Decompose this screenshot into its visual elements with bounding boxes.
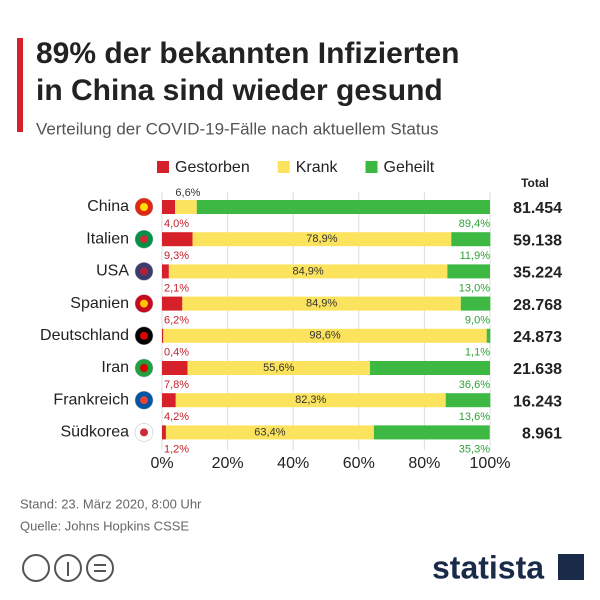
bar-segment [162, 200, 176, 214]
value-label: 11,9% [460, 250, 491, 262]
value-label: 78,9% [306, 233, 337, 245]
total-value: 21.638 [513, 361, 562, 378]
bar-segment [162, 296, 183, 311]
total-value: 28.768 [513, 297, 562, 314]
total-header: Total [521, 176, 549, 190]
bar-segment [162, 393, 176, 408]
legend-label: Geheilt [384, 159, 435, 176]
x-tick-label: 60% [343, 455, 375, 472]
category-label: Deutschland [40, 327, 129, 344]
category-label: China [87, 198, 129, 215]
bar-segment [165, 425, 374, 440]
legend-label: Gestorben [175, 159, 250, 176]
value-label: 89,4% [459, 218, 490, 230]
value-label: 7,8% [164, 379, 189, 391]
note: Stand: 23. März 2020, 8:00 Uhr [20, 496, 202, 511]
bar-segment [460, 296, 491, 311]
bar-segment [175, 200, 197, 214]
bar-segment [163, 328, 487, 343]
legend-swatch [277, 161, 290, 173]
x-tick-label: 20% [212, 455, 244, 472]
chart-subtitle: Verteilung der COVID-19-Fälle nach aktue… [36, 119, 439, 138]
chart-title: 89% der bekannten Infizierten [36, 37, 459, 70]
bar-segment [369, 361, 490, 375]
flag-detail [140, 235, 148, 244]
value-label: 55,6% [263, 362, 294, 374]
value-label: 9,3% [164, 250, 189, 262]
bar-segment [162, 361, 188, 375]
total-value: 8.961 [522, 426, 562, 443]
brand-icon [558, 554, 584, 580]
x-tick-label: 80% [408, 455, 440, 472]
total-value: 81.454 [513, 200, 562, 217]
value-label: 0,4% [164, 347, 189, 359]
value-label: 13,0% [459, 282, 490, 294]
bar-segment [486, 328, 491, 343]
bar-segment [445, 393, 491, 408]
value-label: 6,2% [164, 315, 189, 327]
bar-segment [175, 393, 446, 408]
total-value: 16.243 [513, 393, 562, 410]
category-label: Italien [86, 230, 129, 247]
x-tick-label: 40% [277, 455, 309, 472]
value-label: 2,1% [164, 282, 189, 294]
bar-segment [162, 425, 166, 440]
title-accent [17, 38, 23, 132]
bar-segment [162, 232, 193, 247]
value-label: 4,0% [164, 218, 189, 230]
category-label: Südkorea [61, 424, 130, 441]
chart-title: in China sind wieder gesund [36, 74, 443, 107]
legend-label: Krank [296, 159, 339, 176]
category-label: USA [96, 263, 129, 280]
bar-segment [451, 232, 491, 247]
value-label: 35,3% [459, 443, 490, 455]
x-tick-label: 0% [150, 455, 173, 472]
value-label: 36,6% [459, 379, 490, 391]
bar-segment [182, 296, 461, 311]
value-label: 1,1% [465, 347, 490, 359]
brand: statista [432, 549, 544, 585]
value-label: 63,4% [254, 426, 285, 438]
bar-segment [168, 264, 448, 279]
value-label: 1,2% [164, 443, 189, 455]
bar-segment [162, 264, 169, 279]
value-label: 9,0% [465, 315, 490, 327]
flag-detail [140, 299, 148, 308]
bar-segment [162, 328, 164, 343]
value-label: 6,6% [175, 187, 200, 199]
legend-swatch [365, 161, 378, 173]
bar-segment [373, 425, 490, 440]
flag-detail [140, 428, 148, 437]
bar-segment [187, 361, 370, 375]
license-icons [22, 554, 114, 582]
bar-segment [192, 232, 452, 247]
total-value: 35.224 [513, 265, 562, 282]
legend-swatch [157, 161, 169, 173]
category-label: Spanien [70, 295, 129, 312]
bar-segment [447, 264, 490, 279]
x-tick-label: 100% [470, 455, 511, 472]
total-value: 59.138 [513, 232, 562, 249]
value-label: 84,9% [293, 265, 324, 277]
value-label: 84,9% [306, 298, 337, 310]
value-label: 13,6% [459, 411, 490, 423]
bar-segment [196, 200, 490, 214]
value-label: 98,6% [309, 330, 340, 342]
value-label: 82,3% [295, 394, 326, 406]
flag-detail [140, 396, 148, 405]
flag-detail [140, 364, 148, 372]
source: Quelle: Johns Hopkins CSSE [20, 518, 189, 533]
category-label: Frankreich [53, 391, 129, 408]
flag-detail [140, 331, 148, 340]
value-label: 4,2% [164, 411, 189, 423]
flag-detail [140, 203, 148, 211]
category-label: Iran [101, 359, 129, 376]
flag-detail [140, 267, 148, 276]
total-value: 24.873 [513, 329, 562, 346]
